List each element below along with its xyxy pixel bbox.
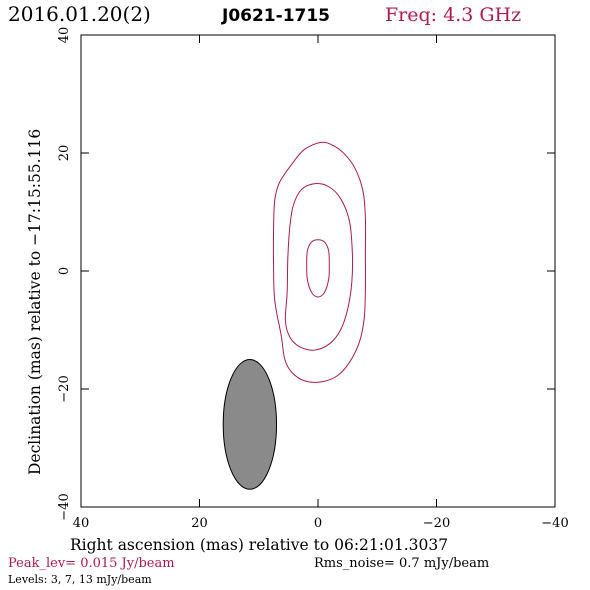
y-tick-label: 40 xyxy=(57,27,72,44)
axis-ticks xyxy=(80,34,556,508)
contour-levels: Levels: 3, 7, 13 mJy/beam xyxy=(8,573,152,586)
y-tick-label: 0 xyxy=(57,267,72,275)
observation-date: 2016.01.20(2) xyxy=(8,2,151,26)
contour-group xyxy=(272,141,367,383)
y-axis-label: Declination (mas) relative to −17:15:55.… xyxy=(26,129,44,475)
contour-level-3 xyxy=(272,141,367,383)
y-tick-label: −20 xyxy=(57,375,72,402)
x-tick-label: 20 xyxy=(191,516,208,531)
frequency-label: Freq: 4.3 GHz xyxy=(385,4,521,26)
y-tick-labels: −40 −20 0 20 40 xyxy=(57,27,72,521)
rms-noise: Rms_noise= 0.7 mJy/beam xyxy=(314,556,489,571)
y-tick-label: 20 xyxy=(57,145,72,162)
contour-level-7 xyxy=(284,183,354,351)
beam-ellipse xyxy=(222,359,278,490)
x-tick-label: 0 xyxy=(314,516,322,531)
contour-level-13 xyxy=(306,239,330,298)
peak-level: Peak_lev= 0.015 Jy/beam xyxy=(8,556,175,571)
x-tick-label: −20 xyxy=(423,516,450,531)
plot-frame xyxy=(80,34,556,508)
x-tick-labels: 40 20 0 −20 −40 xyxy=(73,516,569,531)
x-axis-label: Right ascension (mas) relative to 06:21:… xyxy=(70,536,448,554)
x-tick-label: −40 xyxy=(541,516,568,531)
y-tick-label: −40 xyxy=(57,493,72,520)
x-tick-label: 40 xyxy=(73,516,90,531)
source-name: J0621-1715 xyxy=(221,6,330,26)
